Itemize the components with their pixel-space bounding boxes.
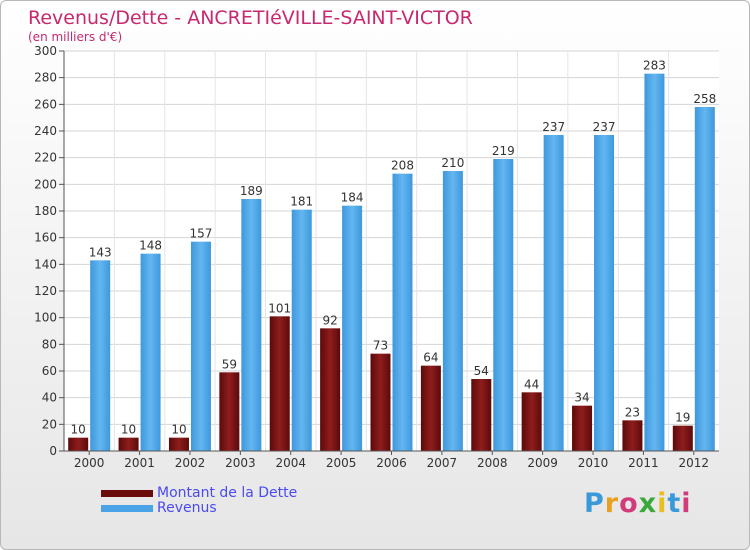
bar-dette-2010 bbox=[572, 405, 593, 451]
y-tick-label: 120 bbox=[34, 284, 57, 298]
bar-revenus-2010 bbox=[594, 135, 615, 451]
bar-revenus-2006 bbox=[392, 173, 413, 451]
bar-revenus-2011 bbox=[644, 73, 665, 452]
data-label-dette-2012: 19 bbox=[675, 411, 690, 425]
plot-area bbox=[64, 51, 719, 451]
legend-swatch-revenus bbox=[101, 505, 153, 512]
bar-dette-2008 bbox=[471, 379, 492, 451]
data-label-dette-2008: 54 bbox=[474, 364, 489, 378]
bar-dette-2012 bbox=[672, 425, 693, 451]
bar-revenus-2009 bbox=[543, 135, 564, 451]
x-tick-label: 2005 bbox=[326, 456, 357, 470]
y-tick-label: 20 bbox=[42, 417, 57, 431]
logo-letter: i bbox=[681, 488, 692, 519]
logo-letter: r bbox=[604, 488, 620, 519]
legend-label-dette: Montant de la Dette bbox=[157, 485, 298, 501]
legend-label-revenus: Revenus bbox=[157, 500, 217, 516]
bar-dette-2006 bbox=[370, 353, 391, 451]
x-tick-label: 2008 bbox=[477, 456, 508, 470]
x-tick-label: 2000 bbox=[74, 456, 105, 470]
data-label-dette-2009: 44 bbox=[524, 377, 539, 391]
y-tick-label: 260 bbox=[34, 97, 57, 111]
x-tick-label: 2007 bbox=[427, 456, 458, 470]
bar-dette-2011 bbox=[622, 420, 643, 451]
data-label-revenus-2011: 283 bbox=[643, 59, 666, 73]
y-tick-label: 0 bbox=[49, 444, 57, 458]
chart-subtitle: (en milliers d'€) bbox=[28, 30, 123, 44]
y-tick-label: 300 bbox=[34, 44, 57, 58]
bar-dette-2009 bbox=[521, 392, 542, 451]
data-label-dette-2001: 10 bbox=[121, 423, 136, 437]
data-label-revenus-2008: 219 bbox=[492, 144, 515, 158]
bar-dette-2002 bbox=[168, 437, 189, 451]
data-label-dette-2006: 73 bbox=[373, 339, 388, 353]
y-tick-label: 100 bbox=[34, 311, 57, 325]
logo-letter: P bbox=[584, 488, 605, 519]
data-label-revenus-2005: 184 bbox=[341, 191, 364, 205]
x-tick-label: 2006 bbox=[376, 456, 407, 470]
bar-revenus-2001 bbox=[140, 253, 161, 451]
data-label-revenus-2004: 181 bbox=[290, 195, 313, 209]
logo-letter: t bbox=[667, 488, 682, 519]
legend-swatch-dette bbox=[101, 490, 153, 497]
data-label-dette-2010: 34 bbox=[574, 391, 589, 405]
data-label-revenus-2009: 237 bbox=[542, 120, 565, 134]
bar-revenus-2002 bbox=[190, 241, 211, 451]
data-label-revenus-2010: 237 bbox=[593, 120, 616, 134]
bar-revenus-2008 bbox=[493, 159, 514, 451]
data-label-revenus-2001: 148 bbox=[139, 239, 162, 253]
data-label-dette-2011: 23 bbox=[625, 405, 640, 419]
logo-letter: o bbox=[619, 488, 639, 519]
bar-revenus-2012 bbox=[694, 107, 715, 451]
data-label-revenus-2006: 208 bbox=[391, 159, 414, 173]
logo-letter: i bbox=[657, 488, 668, 519]
chart-title: Revenus/Dette - ANCRETIéVILLE-SAINT-VICT… bbox=[28, 7, 473, 29]
y-tick-label: 140 bbox=[34, 257, 57, 271]
bar-dette-2007 bbox=[420, 365, 441, 451]
data-label-dette-2003: 59 bbox=[222, 357, 237, 371]
y-tick-label: 40 bbox=[42, 391, 57, 405]
bar-dette-2005 bbox=[320, 328, 341, 451]
data-label-revenus-2007: 210 bbox=[441, 156, 464, 170]
x-tick-label: 2011 bbox=[628, 456, 659, 470]
data-label-revenus-2000: 143 bbox=[89, 245, 112, 259]
y-tick-label: 240 bbox=[34, 124, 57, 138]
bar-revenus-2003 bbox=[241, 199, 262, 451]
proxiti-logo: Proxiti bbox=[584, 488, 692, 519]
x-tick-label: 2004 bbox=[275, 456, 306, 470]
data-label-dette-2000: 10 bbox=[71, 423, 86, 437]
y-tick-label: 160 bbox=[34, 231, 57, 245]
y-tick-label: 80 bbox=[42, 337, 57, 351]
y-tick-label: 200 bbox=[34, 177, 57, 191]
data-label-revenus-2003: 189 bbox=[240, 184, 263, 198]
bar-dette-2004 bbox=[269, 316, 290, 451]
bar-revenus-2000 bbox=[90, 260, 111, 451]
y-tick-label: 280 bbox=[34, 71, 57, 85]
data-label-revenus-2012: 258 bbox=[693, 92, 716, 106]
x-tick-label: 2001 bbox=[124, 456, 155, 470]
y-tick-label: 180 bbox=[34, 204, 57, 218]
y-tick-label: 220 bbox=[34, 151, 57, 165]
y-tick-label: 60 bbox=[42, 364, 57, 378]
x-tick-label: 2002 bbox=[175, 456, 206, 470]
x-tick-label: 2012 bbox=[679, 456, 710, 470]
x-tick-label: 2003 bbox=[225, 456, 256, 470]
x-tick-label: 2010 bbox=[578, 456, 609, 470]
data-label-dette-2002: 10 bbox=[171, 423, 186, 437]
bar-revenus-2005 bbox=[342, 205, 363, 451]
bar-dette-2003 bbox=[219, 372, 240, 451]
data-label-dette-2004: 101 bbox=[268, 301, 291, 315]
x-tick-label: 2009 bbox=[527, 456, 558, 470]
bar-revenus-2004 bbox=[291, 209, 312, 451]
data-label-dette-2005: 92 bbox=[322, 313, 337, 327]
bar-dette-2001 bbox=[118, 437, 139, 451]
bar-revenus-2007 bbox=[442, 171, 463, 451]
data-label-dette-2007: 64 bbox=[423, 351, 438, 365]
bar-dette-2000 bbox=[68, 437, 89, 451]
logo-letter: x bbox=[638, 488, 658, 519]
data-label-revenus-2002: 157 bbox=[190, 227, 213, 241]
